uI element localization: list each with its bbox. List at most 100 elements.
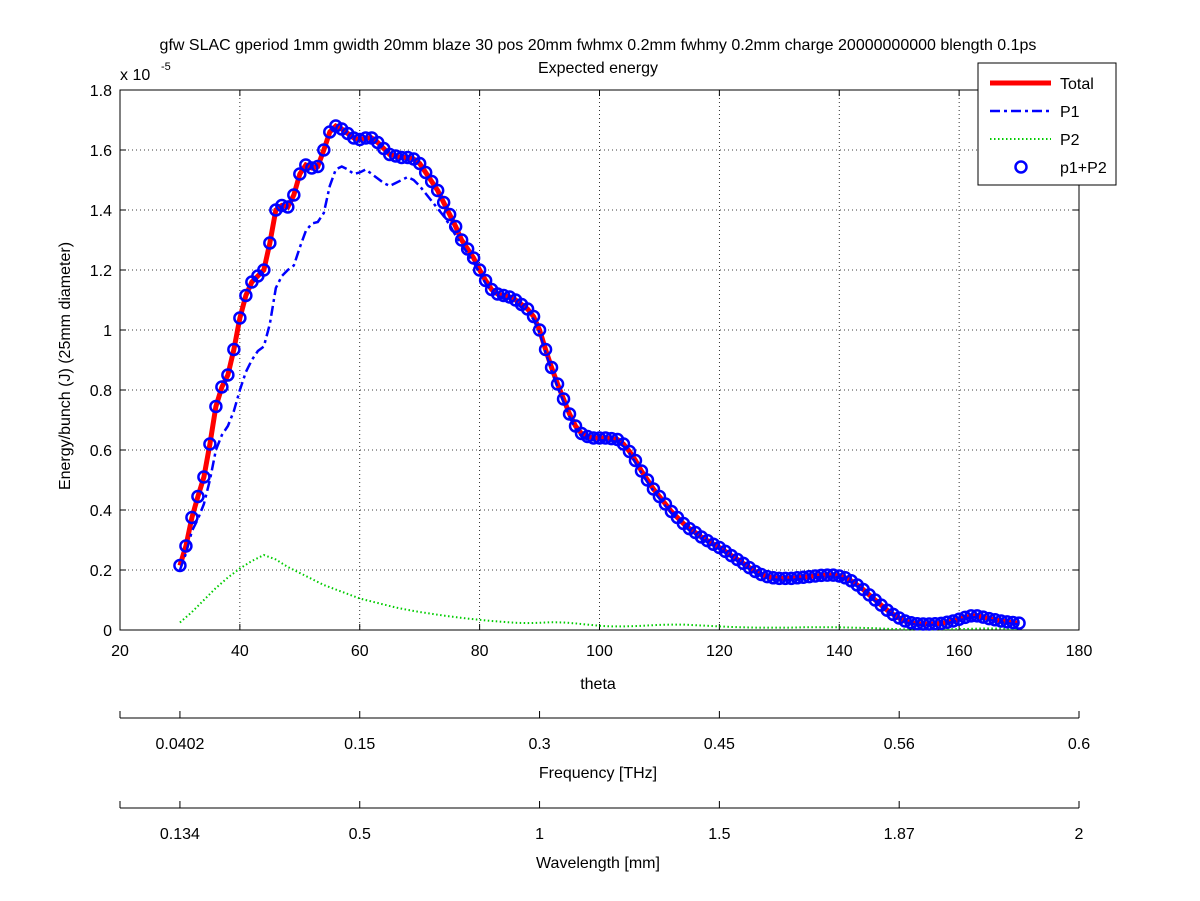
data-point-p1p2 — [382, 147, 397, 162]
data-point-p1p2 — [317, 143, 331, 157]
data-point-p1p2 — [604, 431, 619, 446]
data-point-p1p2 — [358, 131, 373, 145]
legend-entry-label: Total — [1060, 76, 1094, 93]
secondary-tick-label: 0.15 — [344, 736, 375, 753]
data-point-p1p2 — [233, 311, 247, 325]
data-point-p1p2 — [538, 342, 553, 357]
data-point-p1p2 — [466, 251, 481, 265]
data-point-p1p2 — [460, 242, 475, 256]
data-point-p1p2 — [640, 473, 655, 487]
chart-title: gfw SLAC gperiod 1mm gwidth 20mm blaze 3… — [160, 37, 1037, 54]
data-point-p1p2 — [472, 263, 487, 277]
y-axis-label: Energy/bunch (J) (25mm diameter) — [57, 242, 74, 490]
series-line-p2 — [179, 553, 1020, 631]
data-point-p1p2 — [634, 464, 649, 478]
data-point-p1p2 — [478, 273, 493, 288]
data-point-p1p2 — [221, 368, 235, 382]
secondary-tick-label: 0.5 — [349, 826, 371, 843]
y-tick-label: 1.8 — [90, 83, 112, 100]
data-point-p1p2 — [1006, 615, 1020, 630]
x-tick-label: 140 — [826, 643, 853, 660]
secondary-axes: 0.0402 0.15 0.3 0.45 0.56 0.6 Frequency [THz] 0… — [119, 711, 1090, 872]
data-point-p1p2 — [293, 167, 307, 181]
data-point-p1p2 — [526, 309, 541, 324]
data-point-p1p2 — [562, 407, 577, 421]
data-point-p1p2 — [448, 219, 463, 234]
y-tick-label: 0.8 — [90, 383, 112, 400]
data-point-p1p2 — [550, 377, 565, 391]
x-tick-label: 180 — [1066, 643, 1093, 660]
data-point-p1p2 — [556, 392, 571, 406]
secondary-tick-label: 0.134 — [160, 826, 200, 843]
data-point-p1p2 — [227, 342, 241, 357]
data-point-p1p2 — [754, 567, 769, 582]
x-tick-label: 80 — [471, 643, 489, 660]
y-tick-label: 1.6 — [90, 143, 112, 160]
secondary-tick-label: 0.56 — [884, 736, 915, 753]
data-point-p1p2 — [898, 614, 912, 628]
y-tick-label: 0.6 — [90, 443, 112, 460]
data-point-p1p2 — [490, 287, 505, 301]
data-point-p1p2 — [988, 613, 1002, 627]
legend-entry-label: p1+P2 — [1060, 160, 1107, 177]
data-point-p1p2 — [952, 612, 966, 626]
data-point-p1p2 — [424, 174, 439, 189]
legend-entry-label: P1 — [1060, 104, 1080, 121]
x-tick-label: 40 — [231, 643, 249, 660]
data-point-p1p2 — [215, 380, 229, 394]
secondary-tick-label: 1 — [535, 826, 544, 843]
y-tick-label: 1 — [103, 323, 112, 340]
data-point-p1p2 — [209, 399, 223, 414]
data-point-p1p2 — [281, 200, 295, 214]
data-point-p1p2 — [982, 611, 996, 626]
data-point-p1p2 — [275, 198, 289, 213]
series-layer — [173, 119, 1026, 631]
data-point-p1p2 — [934, 616, 948, 631]
x-axis-ticks: 20 40 60 80 100 120 140 160 180 — [111, 90, 1092, 660]
data-point-p1p2 — [418, 165, 433, 180]
x-tick-label: 100 — [586, 643, 613, 660]
secondary-axis-label: Frequency [THz] — [539, 765, 657, 782]
y-tick-label: 0.2 — [90, 563, 112, 580]
y-tick-label: 0 — [103, 623, 112, 640]
x-tick-label: 20 — [111, 643, 129, 660]
data-point-p1p2 — [622, 444, 637, 459]
legend-entry-label: P2 — [1060, 132, 1080, 149]
y-axis-exponent-power: -5 — [161, 61, 171, 73]
y-tick-label: 1.2 — [90, 263, 112, 280]
data-point-p1p2 — [239, 288, 253, 303]
data-point-p1p2 — [311, 159, 325, 174]
data-point-p1p2 — [173, 558, 187, 573]
data-point-p1p2 — [197, 470, 211, 484]
secondary-tick-label: 0.45 — [704, 736, 735, 753]
data-point-p1p2 — [496, 288, 511, 303]
chart-subtitle: Expected energy — [538, 60, 658, 77]
data-point-p1p2 — [263, 236, 277, 250]
data-point-p1p2 — [203, 437, 217, 451]
secondary-tick-label: 0.3 — [528, 736, 550, 753]
data-point-p1p2 — [436, 195, 451, 210]
data-point-p1p2 — [287, 188, 301, 202]
secondary-tick-label: 1.87 — [884, 826, 915, 843]
data-point-p1p2 — [442, 207, 457, 222]
x-tick-label: 120 — [706, 643, 733, 660]
x-axis-label: theta — [580, 676, 616, 693]
data-point-p1p2 — [940, 615, 954, 629]
data-point-p1p2 — [628, 453, 643, 468]
data-point-p1p2 — [946, 614, 960, 628]
secondary-tick-label: 1.5 — [708, 826, 730, 843]
y-tick-label: 0.4 — [90, 503, 112, 520]
data-point-p1p2 — [430, 183, 445, 198]
data-point-p1p2 — [532, 323, 547, 337]
data-point-p1p2 — [185, 510, 199, 525]
y-tick-label: 1.4 — [90, 203, 112, 220]
data-point-p1p2 — [826, 568, 841, 582]
data-point-p1p2 — [454, 233, 469, 247]
data-point-p1p2 — [832, 569, 846, 583]
data-point-p1p2 — [257, 263, 271, 277]
data-point-p1p2 — [400, 150, 415, 165]
y-axis-ticks: 0 0.2 0.4 0.6 0.8 1 1.2 1.4 1.6 1.8 — [90, 83, 1079, 640]
data-point-p1p2 — [544, 360, 559, 375]
data-point-p1p2 — [976, 610, 990, 624]
